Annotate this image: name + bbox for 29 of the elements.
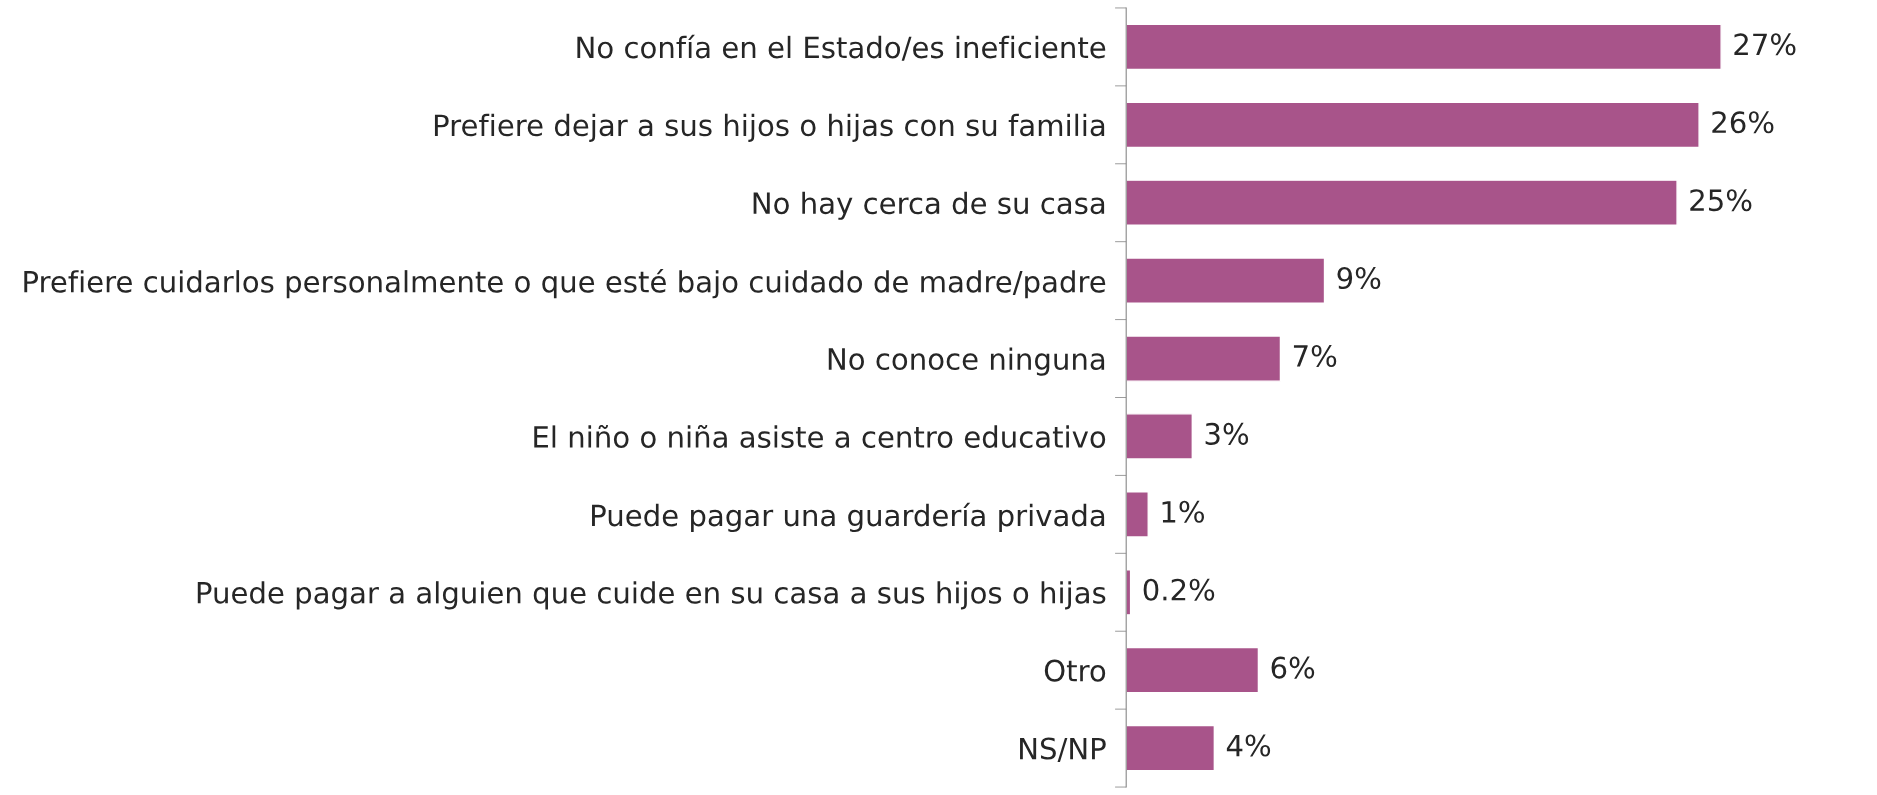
y-tick-label: No conoce ninguna bbox=[828, 347, 1105, 376]
data-label: 27% bbox=[1734, 33, 1796, 56]
data-label: 4% bbox=[1226, 734, 1271, 757]
y-tick-label: Prefiere cuidarlos personalmente o que esté bajo cuidado de madre/padre bbox=[24, 268, 1106, 299]
data-label: 9% bbox=[1337, 267, 1381, 290]
bar bbox=[1126, 413, 1193, 460]
y-tick-label: No confía en el Estado/es ineficiente bbox=[577, 34, 1106, 61]
bar bbox=[1126, 179, 1678, 227]
y-tick-label: Otro bbox=[1044, 659, 1106, 682]
data-label: 6% bbox=[1271, 656, 1315, 679]
y-tick-label: Puede pagar una guardería privada bbox=[592, 502, 1105, 533]
data-label: 26% bbox=[1712, 111, 1774, 134]
data-label: 1% bbox=[1162, 500, 1205, 523]
y-tick-label: Puede pagar a alguien que cuide en su casa a sus hijos o hijas bbox=[197, 581, 1106, 610]
y-tick-label: El niño o niña asiste a centro educativo bbox=[534, 424, 1106, 448]
bar bbox=[1126, 335, 1282, 382]
data-label: 25% bbox=[1690, 189, 1752, 212]
data-label: 7% bbox=[1293, 344, 1337, 368]
bar bbox=[1126, 23, 1722, 71]
bar bbox=[1126, 101, 1700, 149]
bar bbox=[1126, 491, 1149, 538]
y-tick-label: No hay cerca de su casa bbox=[753, 191, 1105, 220]
y-tick-label: Prefiere dejar a sus hijos o hijas con su familia bbox=[434, 113, 1105, 142]
bar bbox=[1126, 257, 1326, 304]
data-label: 0.2% bbox=[1143, 578, 1215, 601]
bar bbox=[1126, 646, 1260, 694]
y-tick-label: NS/NP bbox=[1020, 737, 1106, 762]
bar bbox=[1126, 724, 1216, 772]
data-label: 3% bbox=[1205, 422, 1249, 445]
